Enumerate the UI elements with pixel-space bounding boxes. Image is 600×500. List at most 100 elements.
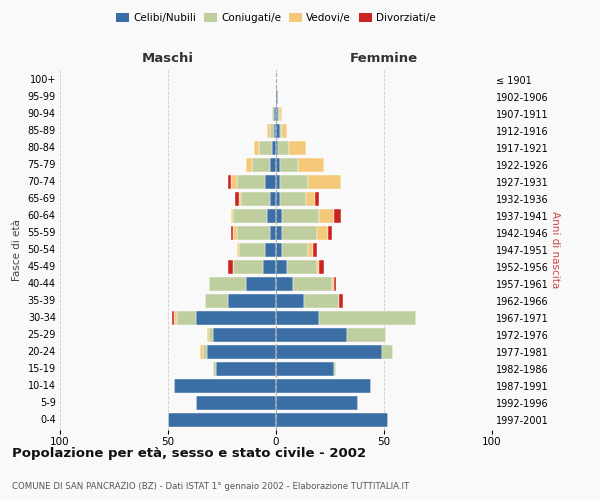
Text: Femmine: Femmine bbox=[350, 52, 418, 65]
Bar bbox=[280, 124, 283, 138]
Bar bbox=[276, 277, 293, 291]
Bar bbox=[276, 345, 382, 359]
Bar bbox=[269, 158, 276, 172]
Bar bbox=[259, 141, 272, 155]
Bar bbox=[205, 294, 229, 308]
Bar bbox=[289, 141, 306, 155]
Bar bbox=[214, 328, 276, 342]
Bar bbox=[287, 260, 317, 274]
Bar bbox=[276, 226, 283, 240]
Bar bbox=[246, 277, 276, 291]
Bar bbox=[280, 192, 306, 206]
Bar bbox=[276, 243, 283, 257]
Bar bbox=[229, 260, 233, 274]
Bar bbox=[283, 124, 287, 138]
Bar bbox=[304, 294, 338, 308]
Bar bbox=[276, 124, 280, 138]
Bar bbox=[237, 175, 265, 189]
Bar bbox=[272, 141, 276, 155]
Bar bbox=[276, 158, 280, 172]
Bar bbox=[278, 141, 289, 155]
Bar bbox=[276, 311, 319, 325]
Bar bbox=[239, 192, 241, 206]
Text: Maschi: Maschi bbox=[142, 52, 194, 65]
Bar bbox=[347, 328, 386, 342]
Bar bbox=[283, 243, 308, 257]
Bar bbox=[175, 379, 276, 393]
Bar bbox=[334, 209, 341, 223]
Bar bbox=[276, 141, 278, 155]
Bar bbox=[168, 413, 276, 427]
Bar bbox=[235, 192, 239, 206]
Bar bbox=[175, 311, 176, 325]
Bar bbox=[265, 175, 276, 189]
Bar bbox=[230, 175, 237, 189]
Bar bbox=[209, 328, 214, 342]
Bar bbox=[229, 294, 276, 308]
Bar bbox=[233, 226, 237, 240]
Bar bbox=[269, 192, 276, 206]
Bar bbox=[214, 362, 215, 376]
Bar bbox=[280, 158, 298, 172]
Bar bbox=[203, 345, 207, 359]
Bar bbox=[328, 226, 332, 240]
Bar bbox=[276, 209, 283, 223]
Bar bbox=[196, 396, 276, 410]
Bar bbox=[283, 226, 317, 240]
Bar bbox=[319, 311, 416, 325]
Bar bbox=[280, 175, 308, 189]
Bar bbox=[254, 141, 259, 155]
Bar bbox=[313, 243, 317, 257]
Bar bbox=[207, 328, 209, 342]
Bar bbox=[276, 362, 334, 376]
Bar bbox=[237, 243, 239, 257]
Bar bbox=[237, 226, 269, 240]
Bar bbox=[268, 209, 276, 223]
Y-axis label: Anni di nascita: Anni di nascita bbox=[550, 212, 560, 288]
Bar bbox=[278, 107, 280, 121]
Bar bbox=[241, 192, 269, 206]
Bar bbox=[276, 107, 278, 121]
Bar bbox=[233, 209, 268, 223]
Bar bbox=[229, 175, 230, 189]
Bar bbox=[276, 175, 280, 189]
Bar bbox=[338, 294, 343, 308]
Bar bbox=[280, 107, 283, 121]
Bar bbox=[306, 192, 315, 206]
Bar bbox=[233, 260, 263, 274]
Bar bbox=[298, 158, 323, 172]
Bar bbox=[239, 243, 265, 257]
Bar bbox=[263, 260, 276, 274]
Bar bbox=[268, 124, 269, 138]
Y-axis label: Fasce di età: Fasce di età bbox=[12, 219, 22, 281]
Bar bbox=[276, 192, 280, 206]
Bar bbox=[230, 209, 233, 223]
Bar bbox=[276, 379, 371, 393]
Bar bbox=[246, 158, 252, 172]
Bar bbox=[272, 107, 274, 121]
Bar bbox=[276, 294, 304, 308]
Bar bbox=[319, 260, 323, 274]
Bar bbox=[276, 413, 388, 427]
Bar bbox=[334, 362, 337, 376]
Bar bbox=[308, 175, 341, 189]
Bar bbox=[274, 124, 276, 138]
Bar bbox=[269, 124, 274, 138]
Bar bbox=[276, 260, 287, 274]
Bar bbox=[315, 192, 319, 206]
Bar bbox=[200, 345, 203, 359]
Bar bbox=[293, 277, 332, 291]
Bar bbox=[319, 209, 334, 223]
Bar bbox=[269, 226, 276, 240]
Text: COMUNE DI SAN PANCRAZIO (BZ) - Dati ISTAT 1° gennaio 2002 - Elaborazione TUTTITA: COMUNE DI SAN PANCRAZIO (BZ) - Dati ISTA… bbox=[12, 482, 409, 491]
Bar bbox=[176, 311, 196, 325]
Bar bbox=[276, 328, 347, 342]
Bar bbox=[308, 243, 313, 257]
Bar bbox=[283, 209, 319, 223]
Bar bbox=[382, 345, 392, 359]
Bar bbox=[196, 311, 276, 325]
Legend: Celibi/Nubili, Coniugati/e, Vedovi/e, Divorziati/e: Celibi/Nubili, Coniugati/e, Vedovi/e, Di… bbox=[113, 10, 439, 26]
Text: Popolazione per età, sesso e stato civile - 2002: Popolazione per età, sesso e stato civil… bbox=[12, 448, 366, 460]
Bar bbox=[215, 362, 276, 376]
Bar bbox=[334, 277, 337, 291]
